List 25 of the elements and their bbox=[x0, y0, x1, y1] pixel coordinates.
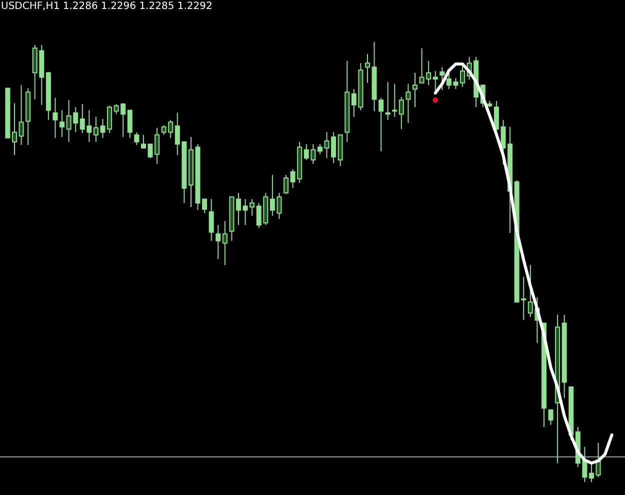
candlestick bbox=[548, 409, 554, 426]
candlestick bbox=[127, 110, 132, 138]
candlestick bbox=[317, 144, 322, 155]
candlestick bbox=[134, 132, 140, 146]
candlestick bbox=[208, 198, 214, 242]
candlestick bbox=[440, 66, 445, 90]
candlestick bbox=[18, 84, 24, 146]
candlestick bbox=[222, 220, 228, 266]
candlestick bbox=[385, 82, 390, 120]
candlestick bbox=[52, 97, 58, 138]
candlestick bbox=[60, 110, 65, 138]
candlestick bbox=[140, 134, 146, 149]
candlestick bbox=[236, 192, 242, 226]
candlestick bbox=[284, 174, 289, 194]
candlestick bbox=[392, 83, 398, 118]
candlestick bbox=[364, 53, 370, 84]
candlestick bbox=[378, 97, 384, 152]
candlestick bbox=[588, 462, 594, 482]
chart-title: USDCHF,H1 1.2286 1.2296 1.2285 1.2292 bbox=[1, 1, 212, 12]
candlestick bbox=[216, 224, 221, 260]
candlestick bbox=[406, 83, 411, 124]
candlestick bbox=[107, 105, 112, 134]
candlestick bbox=[398, 96, 404, 130]
candlestick bbox=[12, 102, 18, 156]
candlestick bbox=[412, 72, 418, 108]
